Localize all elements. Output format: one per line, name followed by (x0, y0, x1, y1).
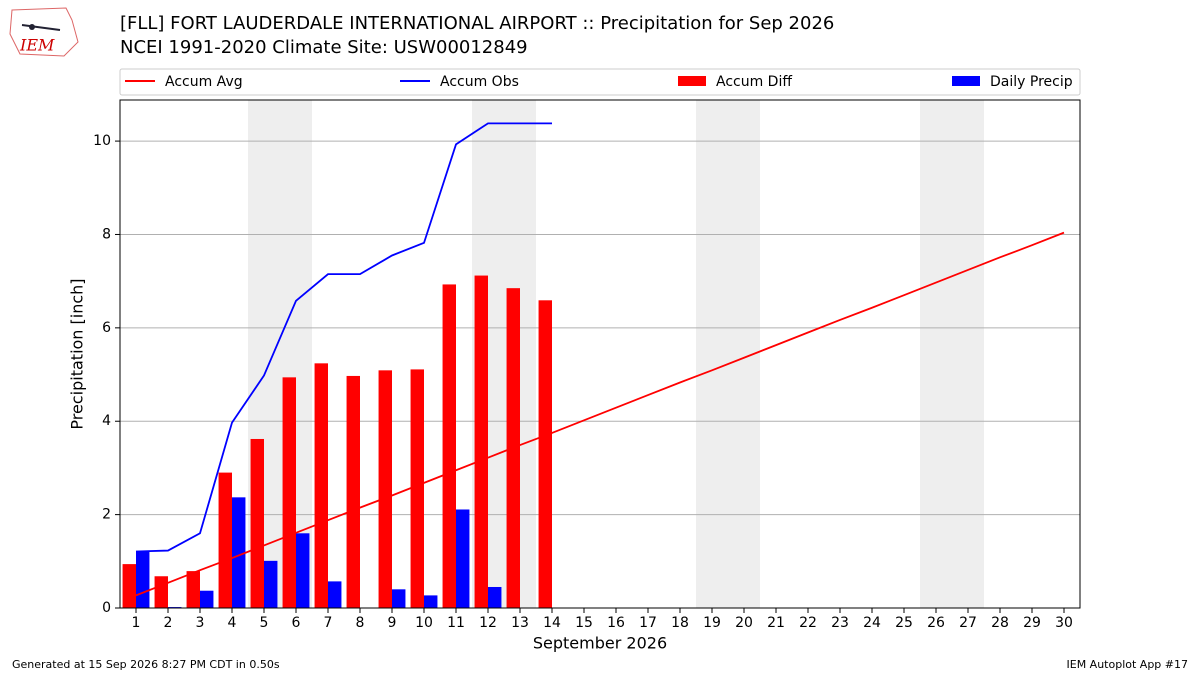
logo: IEM (9, 7, 79, 57)
bar (122, 564, 136, 608)
x-tick-label: 14 (543, 615, 561, 631)
bar (424, 595, 438, 608)
y-tick-label: 10 (93, 133, 111, 149)
legend-swatch (952, 76, 980, 86)
bar (488, 586, 502, 608)
x-tick-label: 23 (831, 615, 849, 631)
bar (218, 472, 232, 608)
bar (328, 581, 342, 608)
x-tick-label: 12 (479, 615, 497, 631)
y-tick-label: 4 (102, 413, 111, 429)
x-tick-label: 26 (927, 615, 945, 631)
line (135, 122, 552, 553)
bar (456, 509, 470, 608)
bar (410, 369, 424, 608)
x-tick-label: 18 (671, 615, 689, 631)
line (135, 231, 1065, 597)
weekend-shade (952, 100, 984, 608)
y-axis-label: Precipitation [inch] (68, 278, 87, 429)
y-tick-label: 8 (102, 226, 111, 242)
y-tick-label: 0 (102, 600, 111, 616)
bar (392, 589, 406, 608)
x-tick-label: 29 (1023, 615, 1041, 631)
bar (282, 377, 296, 608)
bar (378, 370, 392, 608)
bar (264, 560, 278, 608)
x-tick-label: 11 (447, 615, 465, 631)
logo-text: IEM (19, 36, 55, 55)
y-tick-label: 2 (102, 507, 111, 523)
x-tick-label: 4 (228, 615, 237, 631)
bar (346, 375, 360, 608)
legend-label: Accum Avg (165, 74, 243, 90)
bar (200, 590, 214, 608)
x-tick-label: 30 (1055, 615, 1073, 631)
chart-title: [FLL] FORT LAUDERDALE INTERNATIONAL AIRP… (120, 13, 834, 34)
x-axis-label: September 2026 (533, 634, 667, 653)
x-tick-label: 7 (324, 615, 333, 631)
x-tick-label: 21 (767, 615, 785, 631)
legend-label: Accum Obs (440, 74, 519, 90)
bar (232, 497, 246, 608)
bar (136, 551, 150, 608)
legend-swatch (678, 76, 706, 86)
bar (314, 363, 328, 608)
weekend-shade (920, 100, 952, 608)
x-tick-label: 2 (164, 615, 173, 631)
x-tick-label: 16 (607, 615, 625, 631)
bar (538, 300, 552, 608)
x-tick-label: 1 (132, 615, 141, 631)
chart-subtitle: NCEI 1991-2020 Climate Site: USW00012849 (120, 37, 528, 58)
bar (250, 438, 264, 608)
x-tick-label: 9 (388, 615, 397, 631)
x-tick-label: 22 (799, 615, 817, 631)
legend-label: Accum Diff (716, 74, 792, 90)
x-tick-label: 27 (959, 615, 977, 631)
legend (119, 68, 1081, 96)
x-tick-label: 15 (575, 615, 593, 631)
x-tick-label: 19 (703, 615, 721, 631)
x-tick-label: 10 (415, 615, 433, 631)
x-tick-label: 24 (863, 615, 881, 631)
x-tick-label: 13 (511, 615, 529, 631)
x-tick-label: 25 (895, 615, 913, 631)
footer-left: Generated at 15 Sep 2026 8:27 PM CDT in … (12, 658, 280, 671)
plot-frame (119, 99, 1081, 609)
x-tick-label: 5 (260, 615, 269, 631)
x-tick-label: 20 (735, 615, 753, 631)
x-tick-label: 3 (196, 615, 205, 631)
weekend-shade (696, 100, 728, 608)
x-tick-label: 8 (356, 615, 365, 631)
bar (186, 571, 200, 608)
x-tick-label: 6 (292, 615, 301, 631)
legend-label: Daily Precip (990, 74, 1073, 90)
bar (474, 275, 488, 608)
y-tick-label: 6 (102, 320, 111, 336)
bar (296, 533, 310, 608)
footer-right: IEM Autoplot App #17 (1067, 658, 1189, 671)
x-tick-label: 17 (639, 615, 657, 631)
bar (442, 284, 456, 608)
bar (154, 576, 168, 608)
x-tick-label: 28 (991, 615, 1009, 631)
